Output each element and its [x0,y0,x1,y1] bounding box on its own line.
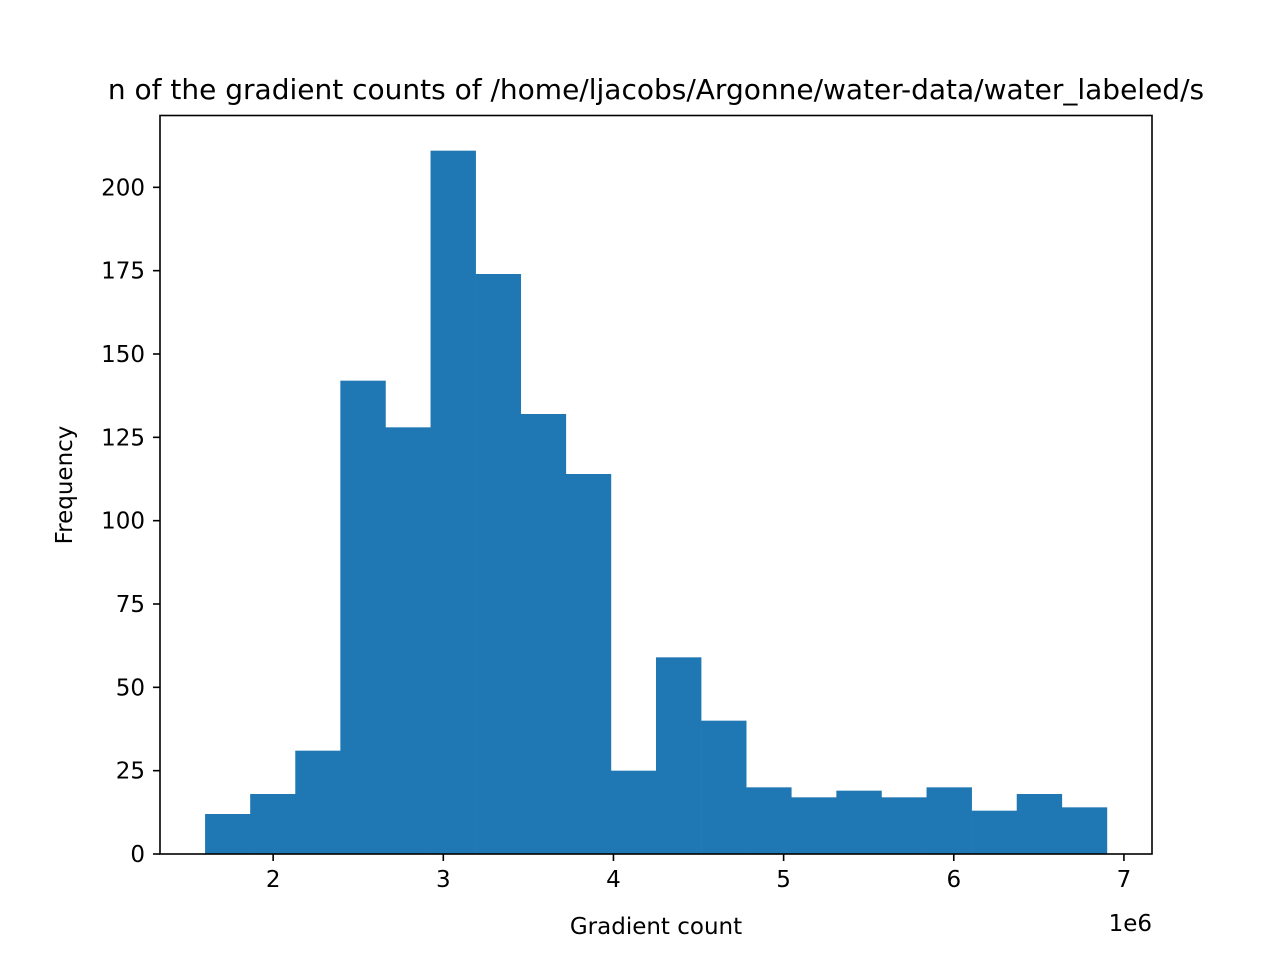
histogram-bar [250,794,296,854]
histogram-bar [340,380,386,854]
x-axis-offset-text: 1e6 [1109,911,1152,937]
histogram-bar [475,274,522,854]
x-tick-label: 4 [606,867,621,893]
x-tick-label: 7 [1117,867,1132,893]
histogram-bar [565,474,612,854]
histogram-bar [610,770,657,854]
histogram-bar [1061,807,1108,854]
x-tick-label: 6 [946,867,961,893]
histogram-bar [926,787,972,854]
y-tick-label: 100 [101,509,145,535]
x-tick-label: 3 [436,867,451,893]
chart-title: n of the gradient counts of /home/ljacob… [108,73,1204,106]
y-tick-label: 150 [101,342,145,368]
histogram-bar [520,414,567,854]
x-tick-label: 5 [776,867,791,893]
histogram-bar [656,657,702,854]
histogram-bar [971,810,1018,854]
histogram-bar [836,790,882,854]
y-axis-label: Frequency [52,426,78,545]
y-tick-label: 200 [101,175,145,201]
y-tick-label: 75 [116,592,145,618]
histogram-bar [385,427,431,854]
histogram-bars [205,150,1108,854]
y-tick-label: 125 [101,425,145,451]
histogram-bar [881,797,927,854]
histogram-bar [1016,794,1063,854]
y-tick-label: 50 [116,675,145,701]
y-tick-label: 25 [116,759,145,785]
histogram-bar [295,750,341,854]
histogram-bar [430,150,476,854]
histogram-bar [205,814,251,854]
y-tick-label: 0 [130,842,145,868]
y-tick-label: 175 [101,259,145,285]
histogram-bar [791,797,837,854]
axes-frame [159,114,1153,855]
y-axis-ticks: 0 25 50 75 100 125 150 175 200 [101,175,160,868]
x-tick-label: 2 [266,867,281,893]
histogram-bar [701,720,747,854]
x-axis-ticks: 2 3 4 5 6 7 [266,854,1131,893]
histogram-bar [746,787,792,854]
x-axis-label: Gradient count [570,914,742,940]
